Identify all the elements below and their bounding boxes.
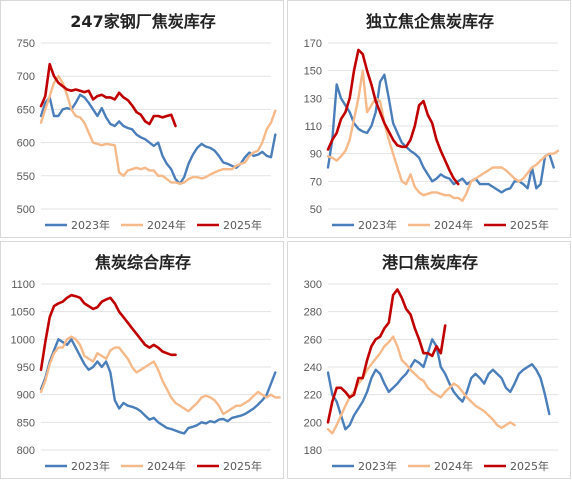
y-tick-label: 1100 (11, 279, 35, 291)
series-line-3 (39, 62, 177, 128)
chart-panel-port-coke-inventory: 港口焦炭库存 180 200 220 240 260 280 300 2023年 2024年 202… (287, 241, 571, 479)
y-tick-label: 70 (310, 176, 322, 188)
legend-label: 2025年 (510, 459, 549, 473)
y-tick-label: 260 (304, 334, 322, 346)
legend-label: 2023年 (358, 459, 397, 473)
y-tick-label: 650 (17, 104, 35, 116)
y-tick-label: 50 (310, 204, 322, 216)
legend-label: 2024年 (147, 459, 186, 473)
y-tick-label: 180 (304, 445, 322, 457)
y-tick-label: 150 (304, 66, 322, 78)
chart-title: 独立焦企焦炭库存 (366, 12, 494, 31)
legend-label: 2025年 (223, 218, 262, 232)
legend-label: 2023年 (358, 218, 397, 232)
chart-panel-independent-coking-coke-inventory: 独立焦企焦炭库存 50 70 90 110 130 150 170 2023年 2024年 2025… (287, 0, 571, 238)
y-tick-label: 220 (304, 390, 322, 402)
y-tick-label: 170 (304, 38, 322, 50)
y-tick-label: 130 (304, 93, 322, 105)
y-tick-label: 500 (17, 204, 35, 216)
legend-label: 2025年 (223, 459, 262, 473)
y-tick-label: 280 (304, 307, 322, 319)
y-tick-label: 200 (304, 417, 322, 429)
y-tick-label: 950 (17, 362, 35, 374)
series-line-2 (326, 69, 560, 202)
series-line-2 (326, 335, 516, 435)
y-tick-label: 550 (17, 171, 35, 183)
series-line-3 (39, 293, 177, 372)
series-line-3 (326, 48, 460, 186)
chart-panel-steel-mill-coke-inventory: 247家钢厂焦炭库存 500 550 600 650 700 750 2023年 2024年 20… (0, 0, 284, 238)
series-line-1 (39, 93, 277, 186)
series-line-1 (326, 338, 551, 431)
series-line-2 (39, 335, 281, 416)
y-tick-label: 110 (304, 121, 322, 133)
y-tick-label: 800 (17, 445, 35, 457)
y-tick-label: 90 (310, 149, 322, 161)
chart-title: 焦炭综合库存 (94, 253, 191, 272)
chart-title: 247家钢厂焦炭库存 (70, 12, 215, 31)
y-tick-label: 240 (304, 362, 322, 374)
legend-label: 2025年 (510, 218, 549, 232)
y-tick-label: 300 (304, 279, 322, 291)
y-tick-label: 600 (17, 138, 35, 150)
y-tick-label: 1050 (11, 307, 35, 319)
legend-label: 2024年 (434, 459, 473, 473)
y-tick-label: 700 (17, 71, 35, 83)
legend-label: 2024年 (147, 218, 186, 232)
legend-label: 2024年 (434, 218, 473, 232)
chart-panel-total-coke-inventory: 焦炭综合库存 800 850 900 950 1000 1050 1100 2023年 2024年… (0, 241, 284, 479)
series-line-2 (39, 74, 277, 186)
chart-svg-independent-coking-coke-inventory: 独立焦企焦炭库存 50 70 90 110 130 150 170 2023年 2024年 2025… (304, 12, 560, 232)
chart-svg-port-coke-inventory: 港口焦炭库存 180 200 220 240 260 280 300 2023年 2024年 202… (304, 253, 558, 473)
y-tick-label: 750 (17, 38, 35, 50)
chart-svg-steel-mill-coke-inventory: 247家钢厂焦炭库存 500 550 600 650 700 750 2023年 2024年 20… (17, 12, 277, 232)
series-line-1 (39, 338, 277, 435)
y-tick-label: 850 (17, 417, 35, 429)
series-line-3 (326, 288, 447, 424)
chart-title: 港口焦炭库存 (382, 253, 478, 272)
chart-svg-total-coke-inventory: 焦炭综合库存 800 850 900 950 1000 1050 1100 2023年 2024年… (11, 253, 281, 473)
legend-label: 2023年 (71, 218, 110, 232)
y-tick-label: 900 (17, 390, 35, 402)
series-line-1 (326, 73, 555, 194)
y-tick-label: 1000 (11, 334, 35, 346)
legend-label: 2023年 (71, 459, 110, 473)
